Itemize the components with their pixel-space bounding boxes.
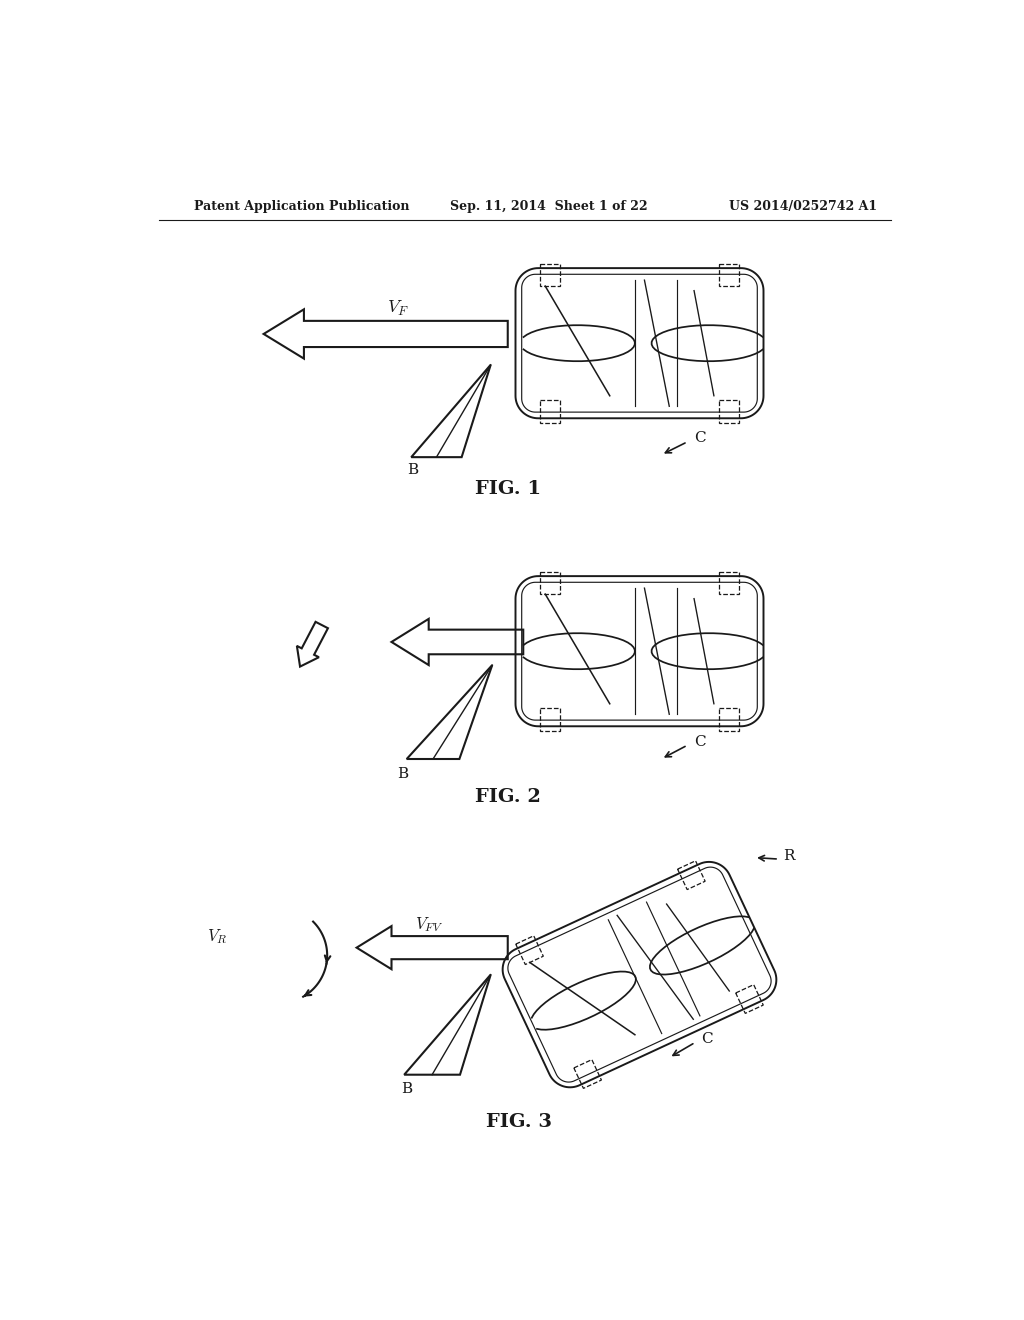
Polygon shape xyxy=(407,665,493,759)
Text: C: C xyxy=(693,735,706,748)
Text: B: B xyxy=(408,463,419,478)
Text: B: B xyxy=(397,767,409,781)
Text: FIG. 1: FIG. 1 xyxy=(475,480,541,499)
Text: B: B xyxy=(401,1081,413,1096)
Text: $V_F$: $V_F$ xyxy=(387,300,409,318)
Text: Sep. 11, 2014  Sheet 1 of 22: Sep. 11, 2014 Sheet 1 of 22 xyxy=(450,199,647,213)
Text: US 2014/0252742 A1: US 2014/0252742 A1 xyxy=(729,199,877,213)
Text: $V_R$: $V_R$ xyxy=(207,927,227,945)
Text: FIG. 3: FIG. 3 xyxy=(486,1114,552,1131)
Text: Patent Application Publication: Patent Application Publication xyxy=(194,199,410,213)
Polygon shape xyxy=(263,309,508,359)
Polygon shape xyxy=(404,974,490,1074)
Polygon shape xyxy=(412,364,490,457)
Text: FIG. 2: FIG. 2 xyxy=(475,788,541,807)
Text: C: C xyxy=(701,1031,713,1045)
Text: R: R xyxy=(783,849,795,863)
Text: $V_{FV}$: $V_{FV}$ xyxy=(415,915,442,935)
Text: C: C xyxy=(693,430,706,445)
